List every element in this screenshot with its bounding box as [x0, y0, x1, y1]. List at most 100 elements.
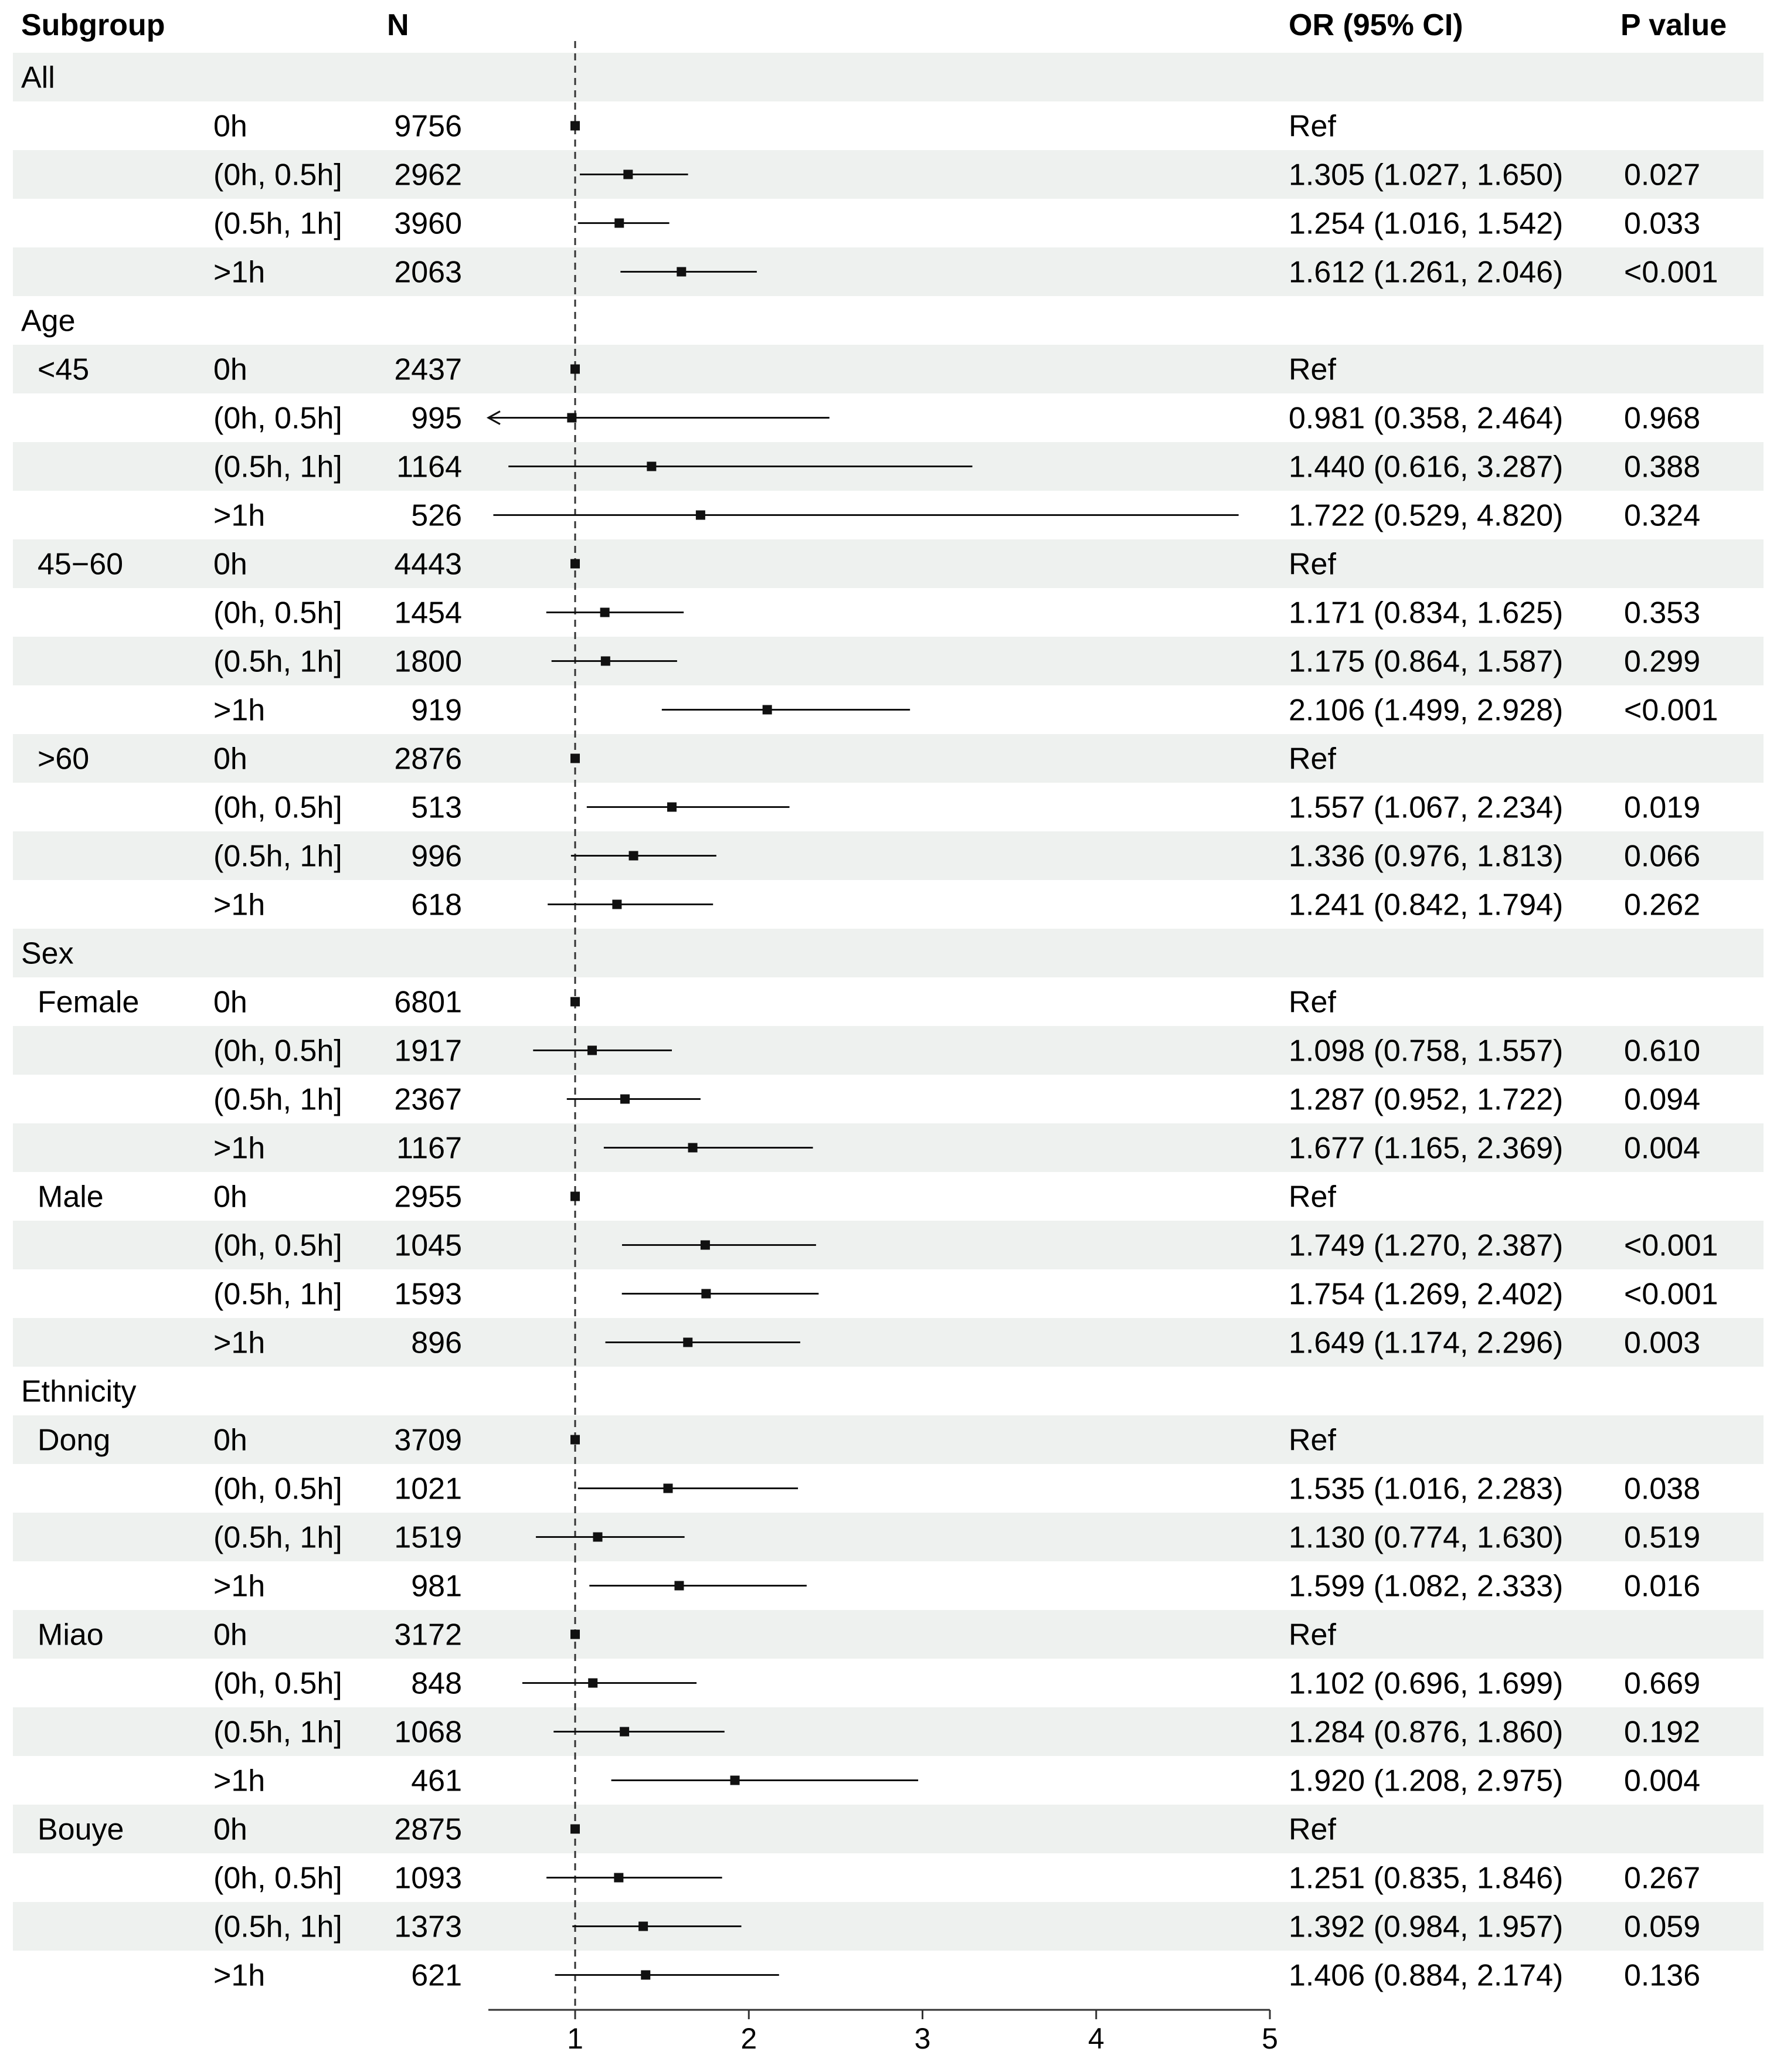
table-row: 0h 9756 Ref: [213, 110, 1336, 144]
exposure-level: (0.5h, 1h]: [213, 1521, 342, 1555]
p-value: 0.192: [1624, 1716, 1700, 1750]
table-row: >1h 621 1.406 (0.884, 2.174) 0.136: [213, 1959, 1700, 1993]
point-estimate: [730, 1775, 740, 1785]
group-label: Ethnicity: [21, 1375, 137, 1409]
exposure-level: >1h: [213, 888, 265, 922]
point-estimate: [647, 461, 657, 471]
sample-size: 2063: [394, 256, 462, 290]
table-row: (0h, 0.5h] 995 0.981 (0.358, 2.464) 0.968: [213, 402, 1700, 436]
subgroup-label: Dong: [38, 1424, 110, 1458]
row-band: [13, 1026, 1764, 1075]
table-row: (0.5h, 1h] 3960 1.254 (1.016, 1.542) 0.033: [213, 207, 1700, 241]
row-band: [13, 1610, 1764, 1659]
sample-size: 2876: [394, 742, 462, 776]
point-estimate: [683, 1337, 693, 1347]
p-value: 0.019: [1624, 791, 1700, 825]
group-label: Age: [21, 304, 76, 338]
or-ci-text: 1.305 (1.027, 1.650): [1289, 158, 1563, 192]
header-n: N: [387, 8, 409, 42]
point-estimate: [762, 705, 772, 715]
point-estimate: [700, 1240, 710, 1250]
subgroup-label: <45: [38, 353, 89, 387]
x-axis: 1 2 3 4 5: [488, 2009, 1278, 2055]
sample-size: 896: [411, 1326, 462, 1360]
group-label: Sex: [21, 937, 74, 971]
row-bands: [13, 53, 1764, 1951]
row-band: [13, 929, 1764, 977]
point-estimate: [628, 851, 638, 861]
point-estimate: [570, 559, 580, 569]
table-row: (0.5h, 1h] 1164 1.440 (0.616, 3.287) 0.388: [213, 450, 1700, 484]
exposure-level: (0.5h, 1h]: [213, 1716, 342, 1750]
or-ci-text: 1.754 (1.269, 2.402): [1289, 1278, 1563, 1312]
exposure-level: >1h: [213, 1326, 265, 1360]
x-tick-label: 4: [1088, 2022, 1105, 2055]
or-ci-text: 1.287 (0.952, 1.722): [1289, 1083, 1563, 1117]
row-band: [13, 1318, 1764, 1367]
point-estimate: [620, 1727, 630, 1737]
point-estimate: [570, 121, 580, 131]
exposure-level: 0h: [213, 1618, 247, 1652]
row-band: [13, 247, 1764, 296]
sample-size: 981: [411, 1570, 462, 1604]
or-ci-text: 1.336 (0.976, 1.813): [1289, 840, 1563, 874]
p-value: 0.016: [1624, 1570, 1700, 1604]
ci-clip-arrow: [486, 410, 501, 425]
sample-size: 1519: [394, 1521, 462, 1555]
header-p-value: P value: [1620, 8, 1727, 42]
point-estimate: [701, 1289, 711, 1299]
column-headers: Subgroup N OR (95% CI) P value: [21, 8, 1727, 42]
or-ci-text: 1.102 (0.696, 1.699): [1289, 1667, 1563, 1701]
row-band: [13, 1805, 1764, 1853]
table-row: Female 0h 6801 Ref: [38, 986, 1336, 1020]
sample-size: 1045: [394, 1229, 462, 1263]
exposure-level: (0h, 0.5h]: [213, 1472, 342, 1506]
table-row: (0.5h, 1h] 1593 1.754 (1.269, 2.402) <0.001: [213, 1278, 1718, 1312]
exposure-level: (0.5h, 1h]: [213, 1910, 342, 1944]
point-estimate: [612, 899, 622, 909]
subgroup-label: Male: [38, 1180, 104, 1214]
p-value: <0.001: [1624, 1278, 1718, 1312]
or-ci-text: 1.171 (0.834, 1.625): [1289, 596, 1563, 630]
table-row: (0h, 0.5h] 848 1.102 (0.696, 1.699) 0.669: [213, 1667, 1700, 1701]
exposure-level: 0h: [213, 1813, 247, 1847]
or-ci-text: 0.981 (0.358, 2.464): [1289, 402, 1563, 436]
exposure-level: >1h: [213, 1132, 265, 1166]
row-band: [13, 1415, 1764, 1464]
table-row: Ethnicity: [21, 1375, 137, 1409]
table-row: >1h 919 2.106 (1.499, 2.928) <0.001: [213, 694, 1718, 728]
point-estimate: [567, 413, 577, 423]
sample-size: 1164: [396, 450, 462, 484]
sample-size: 618: [411, 888, 462, 922]
exposure-level: 0h: [213, 353, 247, 387]
p-value: <0.001: [1624, 1229, 1718, 1263]
exposure-level: 0h: [213, 742, 247, 776]
table-row: Sex: [21, 937, 74, 971]
table-row: >1h 896 1.649 (1.174, 2.296) 0.003: [213, 1326, 1700, 1360]
row-band: [13, 1513, 1764, 1561]
subgroup-label: Female: [38, 986, 139, 1020]
exposure-level: 0h: [213, 548, 247, 582]
p-value: 0.669: [1624, 1667, 1700, 1701]
or-ci-text: Ref: [1289, 742, 1336, 776]
point-estimate: [570, 997, 580, 1007]
exposure-level: >1h: [213, 694, 265, 728]
table-row: Miao 0h 3172 Ref: [38, 1618, 1336, 1652]
table-row: (0h, 0.5h] 1045 1.749 (1.270, 2.387) <0.001: [213, 1229, 1718, 1263]
p-value: 0.353: [1624, 596, 1700, 630]
sample-size: 6801: [394, 986, 462, 1020]
table-row: (0h, 0.5h] 1093 1.251 (0.835, 1.846) 0.267: [213, 1862, 1700, 1896]
exposure-level: (0h, 0.5h]: [213, 1034, 342, 1068]
sample-size: 995: [411, 402, 462, 436]
p-value: 0.003: [1624, 1326, 1700, 1360]
row-band: [13, 734, 1764, 783]
table-row: (0h, 0.5h] 1917 1.098 (0.758, 1.557) 0.610: [213, 1034, 1700, 1068]
sample-size: 526: [411, 499, 462, 533]
row-band: [13, 831, 1764, 880]
point-estimate: [588, 1678, 598, 1688]
point-estimate: [620, 1094, 630, 1104]
or-ci-text: 1.749 (1.270, 2.387): [1289, 1229, 1563, 1263]
p-value: 0.033: [1624, 207, 1700, 241]
exposure-level: (0.5h, 1h]: [213, 1083, 342, 1117]
table-row: (0.5h, 1h] 996 1.336 (0.976, 1.813) 0.066: [213, 840, 1700, 874]
